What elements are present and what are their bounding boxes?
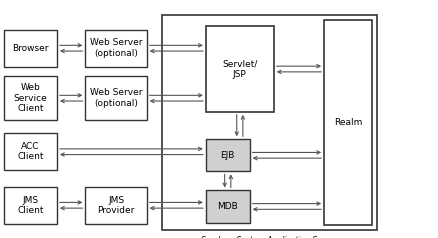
Text: EJB: EJB	[221, 151, 235, 160]
Bar	[206, 26, 274, 112]
Bar	[4, 133, 57, 170]
Bar	[4, 30, 57, 67]
Bar	[85, 30, 147, 67]
Bar	[85, 76, 147, 120]
Bar	[85, 187, 147, 224]
Bar	[206, 190, 250, 223]
Text: Web Server
(optional): Web Server (optional)	[90, 39, 142, 58]
Text: JMS
Provider: JMS Provider	[97, 196, 135, 215]
Bar	[206, 139, 250, 171]
Text: Sun Java System Application Server: Sun Java System Application Server	[201, 236, 338, 238]
Text: Web
Service
Client: Web Service Client	[14, 83, 48, 113]
Bar	[4, 187, 57, 224]
Text: Realm: Realm	[334, 118, 362, 127]
Text: Web Server
(optional): Web Server (optional)	[90, 89, 142, 108]
Text: Browser: Browser	[12, 44, 49, 53]
Bar	[162, 15, 377, 230]
Text: JMS
Client: JMS Client	[18, 196, 44, 215]
Text: Servlet/
JSP: Servlet/ JSP	[222, 59, 258, 79]
Text: MDB: MDB	[217, 202, 238, 211]
Bar	[324, 20, 372, 225]
Bar	[4, 76, 57, 120]
Text: ACC
Client: ACC Client	[18, 142, 44, 161]
